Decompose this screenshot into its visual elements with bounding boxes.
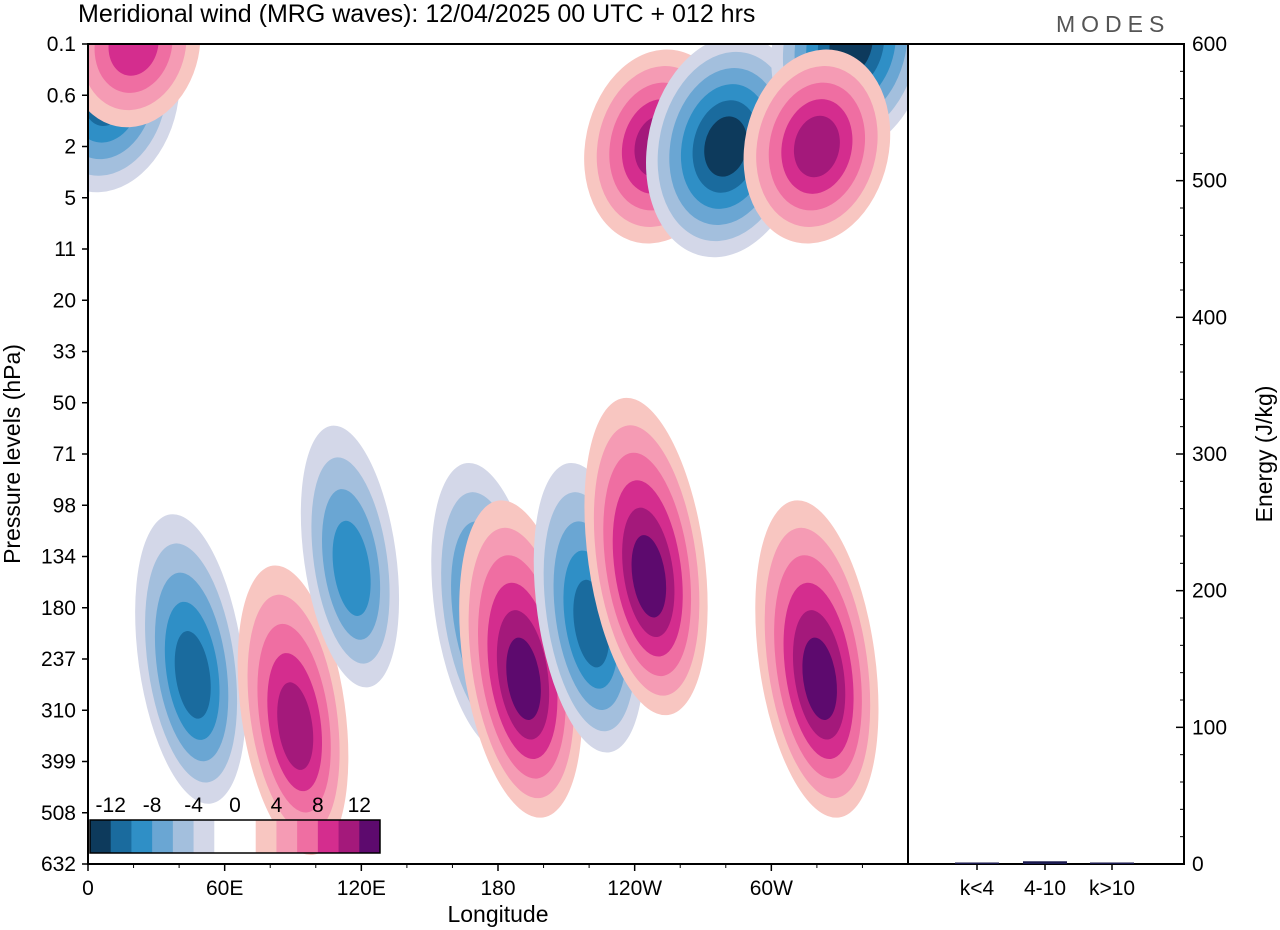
chart-title: Meridional wind (MRG waves): 12/04/2025 … — [78, 0, 755, 28]
pressure-axis: 0.1 0.6 2 5 11 20 33 50 71 98 134 180 237 310 399 508 63… — [41, 33, 88, 876]
wind-anomaly-blob — [300, 425, 400, 688]
contour-level — [332, 520, 371, 616]
colorbar-swatch — [359, 820, 381, 853]
contour-level — [174, 631, 211, 719]
energy-tick-label: 100 — [1192, 716, 1227, 739]
colorbar-swatch — [131, 820, 153, 853]
x-tick-label: 0 — [82, 877, 94, 900]
energy-tick-label: 300 — [1192, 443, 1227, 466]
colorbar-swatch — [214, 820, 236, 853]
energy-bar — [1023, 861, 1067, 864]
colorbar-swatch — [110, 820, 132, 853]
wind-anomaly-blob — [237, 565, 349, 856]
energy-tick-label: 400 — [1192, 306, 1227, 329]
x-axis-label: Longitude — [447, 901, 548, 927]
energy-category-label: 4-10 — [1024, 877, 1066, 900]
y-tick-label: 50 — [53, 392, 76, 415]
y-tick-label: 0.6 — [47, 84, 76, 107]
y-tick-label: 20 — [53, 289, 76, 312]
energy-bar — [955, 862, 999, 864]
y-tick-label: 11 — [54, 238, 76, 261]
y-tick-label: 5 — [64, 187, 76, 210]
contour-level — [793, 115, 840, 178]
colorbar-swatch — [90, 820, 112, 853]
colorbar-frame — [89, 819, 381, 854]
colorbar-swatch — [338, 820, 360, 853]
energy-tick-label: 600 — [1192, 33, 1227, 56]
contour-level — [94, 44, 173, 93]
wind-anomaly-blob — [743, 49, 891, 244]
colorbar-swatch — [255, 820, 277, 853]
colorbar-swatch — [317, 820, 340, 853]
energy-tick-label: 0 — [1192, 853, 1204, 876]
y-axis-label: Pressure levels (hPa) — [0, 344, 25, 564]
energy-tick-label: 500 — [1192, 170, 1227, 193]
energy-bars: 0 100 200 300 400 500 600 k<4 4-10 k>10 — [955, 33, 1227, 900]
energy-panel — [907, 43, 1185, 865]
y-tick-label: 33 — [53, 341, 76, 364]
colorbar-swatch — [276, 820, 298, 853]
energy-axis-label: Energy (J/kg) — [1251, 386, 1277, 523]
contour-level — [506, 637, 541, 721]
wind-anomaly-blob — [135, 514, 246, 804]
longitude-axis: 0 60E 120E 180 120W 60W — [82, 864, 863, 900]
contour-level — [631, 535, 667, 618]
x-tick-label: 60W — [750, 877, 793, 900]
x-tick-label: 60E — [206, 877, 243, 900]
contour-level — [277, 682, 314, 770]
colorbar-swatch — [193, 820, 215, 853]
energy-bar — [1090, 862, 1134, 864]
wind-anomaly-blob — [755, 500, 879, 818]
colorbar-label: 12 — [348, 794, 371, 817]
colorbar-label: 0 — [229, 794, 241, 817]
wind-anomaly-blob — [584, 397, 708, 716]
energy-category-label: k>10 — [1089, 877, 1135, 900]
y-tick-label: 180 — [41, 597, 76, 620]
x-tick-label: 120E — [337, 877, 386, 900]
colorbar-label: -12 — [96, 794, 126, 817]
y-tick-label: 399 — [41, 751, 76, 774]
colorbar-swatch — [235, 820, 257, 853]
colorbar-swatch — [297, 820, 319, 853]
colorbar: -12 -8 -4 0 4 8 12 — [89, 794, 381, 854]
y-tick-label: 508 — [41, 802, 76, 825]
colorbar-swatch — [172, 820, 195, 853]
energy-tick-label: 200 — [1192, 580, 1227, 603]
y-tick-label: 237 — [41, 648, 76, 671]
x-tick-label: 180 — [480, 877, 515, 900]
contour-level — [704, 116, 748, 177]
y-tick-label: 632 — [41, 853, 76, 876]
colorbar-label: 8 — [312, 794, 324, 817]
y-tick-label: 98 — [53, 494, 76, 517]
modes-logo: MODES — [1056, 11, 1170, 37]
colorbar-label: 4 — [271, 794, 283, 817]
x-tick-label: 120W — [607, 877, 662, 900]
colorbar-label: -8 — [143, 794, 162, 817]
y-tick-label: 134 — [41, 546, 76, 569]
colorbar-label: -4 — [184, 794, 203, 817]
y-tick-label: 310 — [41, 699, 76, 722]
y-tick-label: 71 — [53, 443, 76, 466]
y-tick-label: 2 — [64, 136, 76, 159]
energy-category-label: k<4 — [960, 877, 995, 900]
colorbar-swatch — [152, 820, 174, 853]
contour-level — [802, 637, 837, 721]
y-tick-label: 0.1 — [47, 33, 76, 56]
